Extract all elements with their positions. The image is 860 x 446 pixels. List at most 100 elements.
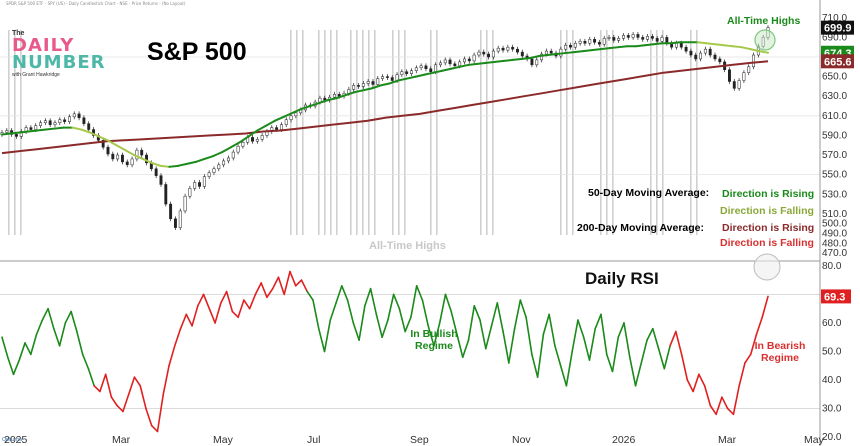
candle-body xyxy=(549,50,553,54)
rsi-segment xyxy=(484,325,493,350)
candle-body xyxy=(583,41,587,44)
ma50-segment xyxy=(555,52,567,56)
rsi-segment xyxy=(254,282,262,296)
rsi-segment xyxy=(582,336,591,361)
candle-body xyxy=(602,38,606,45)
x-tick-label: Jul xyxy=(307,434,320,446)
rsi-segment xyxy=(496,302,504,333)
candle-body xyxy=(366,81,370,84)
rsi-segment xyxy=(675,330,683,356)
price-tick-label: 610.0 xyxy=(822,111,847,122)
price-tick-label: 490.0 xyxy=(822,228,847,239)
price-tick-label: 470.0 xyxy=(822,248,847,259)
rsi-segment xyxy=(605,353,614,373)
x-tick-label: May xyxy=(804,434,825,446)
ma50-segment xyxy=(397,77,409,82)
ma50-segment xyxy=(617,45,629,49)
price-tick-label: 590.0 xyxy=(822,130,847,141)
rsi-tick-label: 20.0 xyxy=(822,432,842,443)
rsi-segment xyxy=(369,287,378,316)
rsi-segment xyxy=(127,376,136,396)
ma50-segment xyxy=(326,97,338,102)
rsi-segment xyxy=(663,344,671,370)
candle-body xyxy=(636,34,640,38)
rsi-segment xyxy=(358,305,366,341)
rsi-segment xyxy=(6,356,15,376)
rsi-segment xyxy=(726,407,735,416)
ma50-segment xyxy=(388,79,400,85)
ma50-segment xyxy=(494,59,505,63)
price-candles xyxy=(0,25,770,231)
candle-body xyxy=(617,38,621,41)
ma200-last-tag: 665.6 xyxy=(824,56,852,68)
rsi-segment xyxy=(646,327,654,341)
candle-body xyxy=(34,125,38,130)
ma50-segment xyxy=(467,62,479,66)
legend-ma50-label: 50-Day Moving Average: xyxy=(588,187,710,199)
candle-body xyxy=(742,72,746,81)
rsi-segment xyxy=(709,404,717,416)
rsi-segment xyxy=(421,299,429,327)
candle-body xyxy=(169,203,173,220)
ma50-segment xyxy=(300,105,312,110)
rsi-segment xyxy=(698,373,706,387)
ath-band xyxy=(350,30,352,235)
logo-word2: NUMBER xyxy=(12,52,106,73)
x-tick-label: 2026 xyxy=(612,434,636,446)
candle-body xyxy=(43,120,47,123)
ath-band xyxy=(430,30,432,235)
rsi-segment xyxy=(168,344,176,367)
rsi-last-tag: 69.3 xyxy=(824,291,845,303)
rsi-segment xyxy=(185,313,193,327)
candle-body xyxy=(511,46,515,50)
rsi-segment xyxy=(266,287,274,299)
ma50-segment xyxy=(441,67,453,72)
candle-body xyxy=(120,154,124,163)
rsi-segment xyxy=(427,325,435,347)
candle-body xyxy=(429,68,433,72)
price-last-tag-bg xyxy=(821,20,854,35)
ma50-segment xyxy=(608,46,620,50)
ath-band xyxy=(690,30,692,235)
ma50-segment xyxy=(265,119,276,127)
ma50-segment xyxy=(749,48,761,53)
ma50-segment xyxy=(282,111,294,118)
candle-body xyxy=(438,62,442,66)
rsi-segment xyxy=(749,333,758,356)
ma50-segment xyxy=(582,49,593,53)
rsi-segment xyxy=(410,285,418,319)
ath-bands-label: All-Time Highs xyxy=(369,240,446,252)
rsi-segment xyxy=(231,310,239,319)
rsi-segment xyxy=(173,327,182,347)
ma50-segment xyxy=(159,164,171,168)
candle-body xyxy=(694,54,698,60)
optuma-logo: Optuma xyxy=(2,437,23,443)
candle-body xyxy=(188,188,192,197)
ma50-segment xyxy=(406,75,417,80)
rsi-segment xyxy=(179,313,188,330)
rsi-segment xyxy=(744,353,752,364)
rsi-segment xyxy=(312,299,320,330)
ma50-segment xyxy=(485,60,497,64)
ma50-segment xyxy=(758,50,769,54)
ma50-segment xyxy=(124,149,136,157)
candle-body xyxy=(448,59,452,65)
ath-band xyxy=(296,30,298,235)
ath-band xyxy=(560,30,562,235)
candle-body xyxy=(482,51,486,55)
rsi-segment xyxy=(519,299,527,319)
ath-band xyxy=(362,30,364,235)
x-tick-label: Sep xyxy=(410,434,429,446)
price-tick-label: 570.0 xyxy=(822,150,847,161)
candle-body xyxy=(241,142,245,147)
rsi-segment xyxy=(732,384,741,416)
candle-body xyxy=(573,43,577,48)
ath-band xyxy=(572,30,574,235)
rsi-segment xyxy=(317,327,326,353)
all-time-high-bands xyxy=(8,30,698,235)
candle-body xyxy=(607,37,611,39)
candle-body xyxy=(178,210,182,228)
ma50-segment xyxy=(194,157,206,163)
candle-body xyxy=(453,63,457,67)
